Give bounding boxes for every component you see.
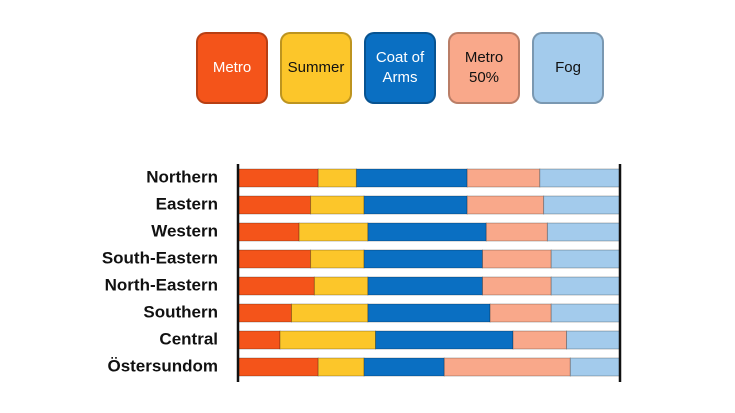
bar-segment (279, 330, 377, 350)
legend-entry: Metro 50% (448, 32, 520, 104)
legend-entry: Coat of Arms (364, 32, 436, 104)
bar-segment (363, 249, 483, 269)
legend-entry: Metro (196, 32, 268, 104)
bar-segment (375, 330, 514, 350)
bar-segment (546, 222, 621, 242)
y-tick-label: North-Eastern (105, 275, 218, 294)
bar-segment (566, 330, 621, 350)
bar-segment (317, 168, 357, 188)
y-tick-label: Northern (146, 167, 218, 186)
y-tick-label: South-Eastern (102, 248, 218, 267)
bar-segment (237, 249, 312, 269)
legend-entry: Summer (280, 32, 352, 104)
bar-segment (367, 303, 491, 323)
bar-segment (363, 195, 468, 215)
bar-segment (569, 357, 621, 377)
bar-segment (310, 195, 365, 215)
bar-segment (512, 330, 568, 350)
bar-segment (237, 330, 281, 350)
bar-segment (367, 276, 483, 296)
y-tick-label: Western (151, 221, 218, 240)
bar-segment (550, 276, 621, 296)
bar-segment (237, 222, 300, 242)
bar-segment (443, 357, 571, 377)
bar-segment (481, 249, 552, 269)
bar-segment (489, 303, 552, 323)
bar-segment (317, 357, 365, 377)
bar-segment (539, 168, 621, 188)
bar-segment (481, 276, 552, 296)
bar-segment (237, 276, 315, 296)
bar-segment (466, 195, 545, 215)
bar-segment (237, 357, 319, 377)
bar-segment (367, 222, 487, 242)
y-tick-label: Eastern (156, 194, 218, 213)
bar-segment (466, 168, 541, 188)
bar-segment (363, 357, 445, 377)
bar-segment (298, 222, 369, 242)
bar-segment (543, 195, 621, 215)
y-tick-label: Central (159, 329, 218, 348)
bar-segment (550, 249, 621, 269)
bar-segment (237, 303, 292, 323)
bar-segment (550, 303, 621, 323)
y-tick-label: Southern (143, 302, 218, 321)
bar-segment (485, 222, 548, 242)
bar-segment (355, 168, 468, 188)
bar-segment (310, 249, 365, 269)
legend-entry: Fog (532, 32, 604, 104)
bar-segment (290, 303, 369, 323)
legend: Metro Summer Coat of Arms Metro 50% Fog (196, 32, 604, 104)
bar-segment (313, 276, 369, 296)
bar-segment (237, 168, 319, 188)
y-tick-label: Östersundom (107, 356, 218, 375)
bar-segment (237, 195, 312, 215)
